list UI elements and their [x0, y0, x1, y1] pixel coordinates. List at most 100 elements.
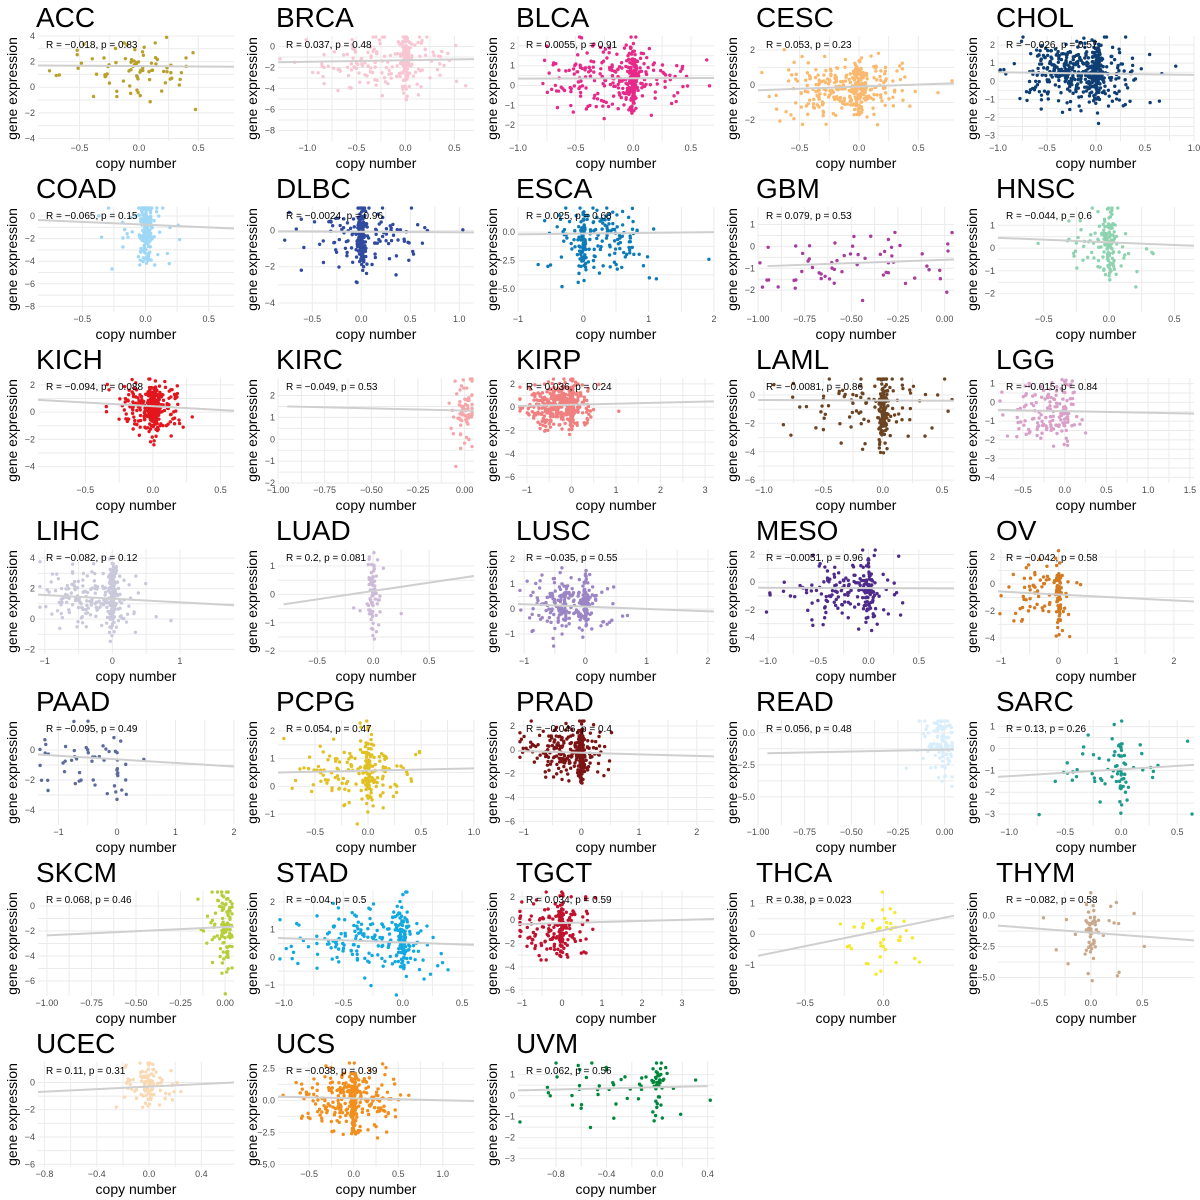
data-point — [464, 418, 468, 422]
data-point — [569, 241, 573, 246]
data-point — [462, 386, 466, 390]
data-point — [782, 47, 786, 52]
data-point — [519, 608, 523, 612]
data-point — [900, 383, 905, 387]
regression-line — [37, 593, 235, 607]
data-point — [1070, 67, 1074, 72]
data-point — [1071, 91, 1075, 95]
data-point — [858, 583, 862, 587]
data-point — [569, 400, 574, 404]
data-point — [1033, 393, 1037, 397]
x-tick-label: 0 — [110, 656, 115, 666]
data-point — [435, 68, 440, 72]
data-point — [360, 239, 364, 244]
data-point — [588, 237, 592, 242]
x-axis-title: copy number — [96, 497, 177, 513]
data-point — [1029, 401, 1034, 406]
data-point — [906, 434, 910, 438]
data-point — [92, 579, 97, 583]
data-point — [369, 55, 373, 60]
data-point — [169, 70, 173, 75]
data-point — [410, 54, 414, 58]
data-point — [118, 592, 122, 596]
x-tick-label: −1 — [519, 656, 529, 666]
data-point — [821, 114, 825, 118]
data-point — [176, 402, 180, 407]
data-point — [855, 87, 859, 92]
data-point — [624, 81, 628, 85]
data-point — [380, 206, 385, 210]
data-point — [852, 579, 856, 584]
data-point — [581, 212, 585, 217]
data-point — [1039, 395, 1044, 399]
data-point — [840, 602, 844, 607]
data-point — [884, 270, 888, 274]
data-point — [612, 260, 617, 264]
data-point — [564, 584, 568, 589]
data-point — [892, 593, 897, 597]
data-point — [612, 69, 617, 73]
data-point — [574, 214, 578, 218]
data-point — [336, 216, 340, 220]
data-point — [1039, 384, 1043, 389]
data-point — [821, 109, 825, 113]
data-point — [331, 224, 335, 228]
correlation-annotation: R = 0.036, p = 0.24 — [526, 382, 612, 393]
x-axis-title: copy number — [576, 668, 657, 684]
data-point — [903, 281, 908, 286]
data-point — [140, 50, 145, 54]
data-point — [148, 100, 152, 104]
data-point — [1036, 66, 1040, 71]
correlation-annotation: R = −0.065, p = 0.15 — [46, 211, 138, 222]
data-point — [613, 247, 618, 251]
x-tick-label: 0.5 — [423, 656, 436, 666]
data-point — [630, 206, 635, 211]
data-point — [1090, 77, 1095, 81]
data-point — [892, 581, 896, 585]
data-point — [569, 86, 573, 91]
data-point — [789, 113, 793, 117]
panel-chol: −1.0 −0.5 0.0 0.5 1.0 −3 −2 −1 0 1 2 R = −0.026, p … — [960, 0, 1200, 171]
data-point — [1097, 245, 1101, 250]
data-point — [1099, 58, 1104, 62]
data-point — [542, 395, 547, 400]
data-point — [817, 271, 821, 275]
data-point — [394, 74, 399, 79]
data-point — [632, 82, 636, 86]
y-axis-title: gene expression — [244, 37, 260, 140]
data-point — [145, 392, 149, 396]
data-point — [76, 620, 80, 624]
data-point — [866, 561, 871, 566]
data-point — [833, 603, 838, 608]
data-point — [65, 600, 69, 605]
data-point — [157, 417, 161, 421]
data-point — [842, 96, 847, 101]
regression-line — [757, 398, 955, 402]
data-point — [601, 50, 606, 54]
data-point — [830, 589, 835, 593]
data-point — [1157, 99, 1162, 103]
data-point — [152, 218, 156, 223]
data-point — [900, 418, 904, 422]
x-tick-label: 0.5 — [936, 485, 949, 495]
data-point — [359, 214, 364, 218]
data-point — [848, 80, 853, 85]
data-point — [72, 579, 77, 584]
panel-title: LUSC — [516, 515, 591, 546]
data-point — [144, 261, 149, 265]
data-point — [302, 245, 306, 250]
data-point — [576, 80, 581, 84]
data-point — [357, 259, 362, 264]
data-point — [361, 268, 365, 273]
data-point — [349, 62, 354, 66]
data-point — [94, 614, 98, 619]
y-tick-label: 0 — [750, 241, 755, 251]
data-point — [147, 398, 152, 402]
data-point — [107, 630, 112, 635]
data-point — [839, 441, 843, 445]
data-point — [169, 618, 173, 623]
data-point — [1071, 402, 1075, 407]
y-tick-label: 2 — [990, 552, 995, 562]
correlation-annotation: R = −0.094, p = 0.088 — [46, 382, 143, 393]
regression-line — [37, 218, 235, 230]
